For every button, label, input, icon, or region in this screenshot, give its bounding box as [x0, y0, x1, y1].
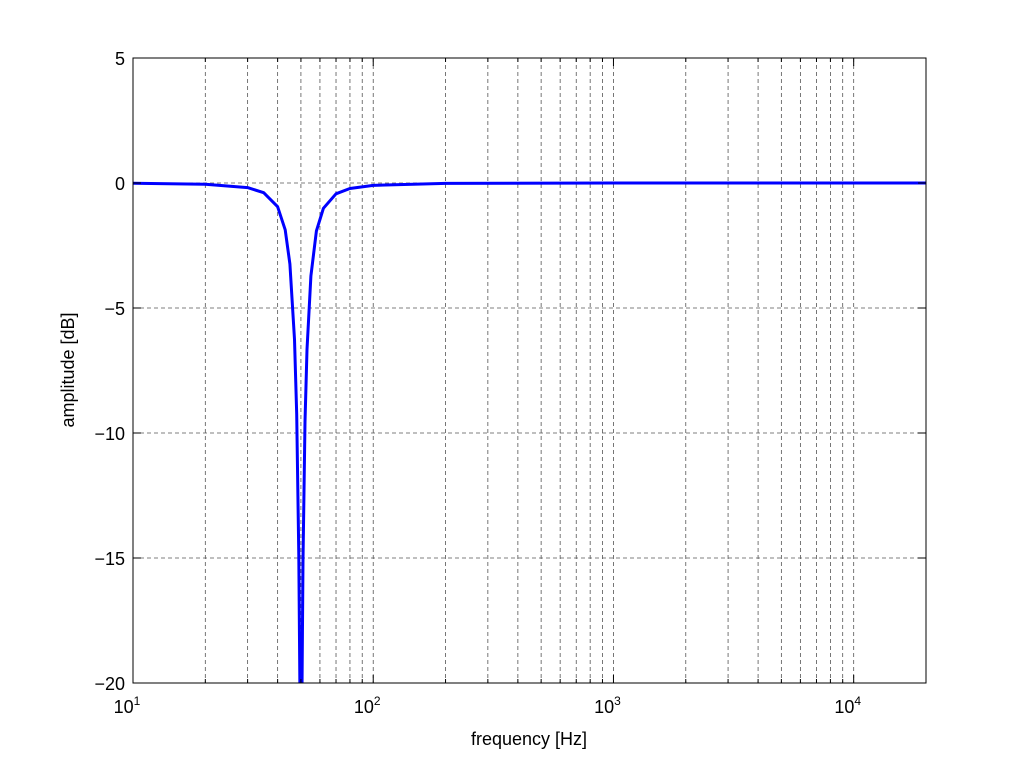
- x-tick-label: 102: [354, 694, 381, 717]
- y-tick-label: 5: [115, 49, 125, 69]
- y-tick-label: −10: [94, 424, 125, 444]
- x-tick-label: 104: [834, 694, 861, 717]
- plot-frame: [132, 57, 927, 684]
- x-tick-label: 101: [114, 694, 141, 717]
- x-tick-label: 103: [594, 694, 621, 717]
- grid: [133, 58, 926, 683]
- y-tick-label: −20: [94, 674, 125, 694]
- y-tick-label: 0: [115, 174, 125, 194]
- y-axis-label: amplitude [dB]: [58, 312, 78, 427]
- x-axis-label: frequency [Hz]: [471, 729, 587, 749]
- series-line: [133, 181, 926, 683]
- y-tick-label: −15: [94, 549, 125, 569]
- y-tick-label: −5: [104, 299, 125, 319]
